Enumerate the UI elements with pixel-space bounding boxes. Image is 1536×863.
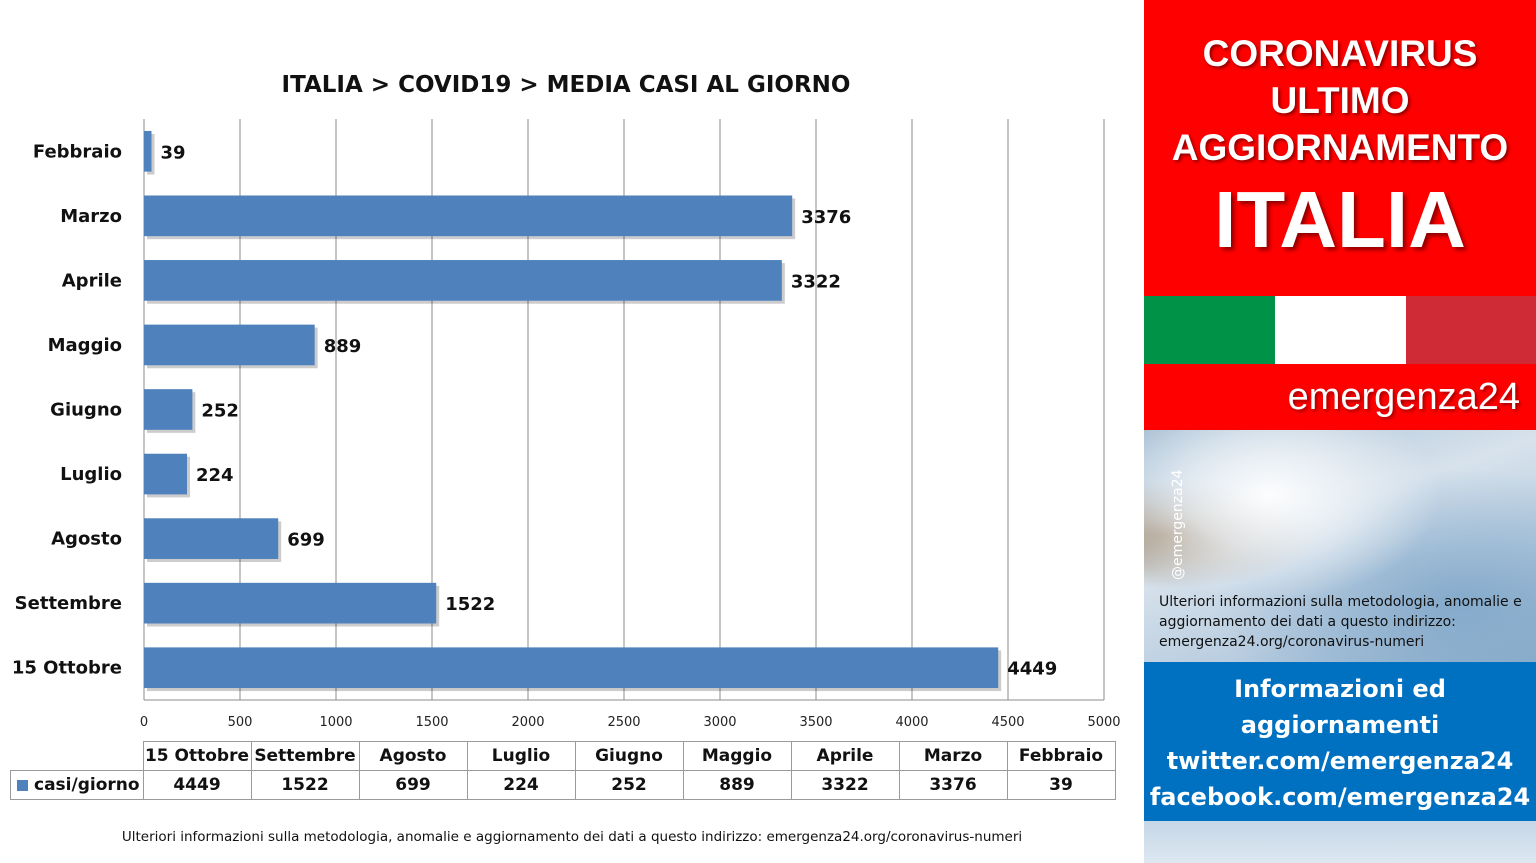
x-tick-label: 0 [140,715,148,730]
legend-swatch [17,779,28,791]
chart-title: ITALIA > COVID19 > MEDIA CASI AL GIORNO [282,72,851,98]
data-table-header: Marzo [898,741,1008,771]
social-title: Informazioni ed [1234,675,1446,703]
x-tick-label: 3000 [703,715,736,730]
data-table-series-cell: casi/giorno [10,770,144,800]
x-tick-label: 500 [228,715,253,730]
data-table-cell: 39 [1006,770,1116,800]
x-tick-label: 2000 [511,715,544,730]
data-table: 15 Ottobre Settembre Agosto Luglio Giugn… [10,741,1116,800]
value-label: 3322 [791,271,841,292]
data-table-cell: 252 [574,770,684,800]
value-label: 39 [160,142,185,163]
category-label: Giugno [50,400,122,421]
headline-line: AGGIORNAMENTO [1171,127,1509,168]
social-subtitle: aggiornamenti [1240,711,1440,739]
category-label: 15 Ottobre [12,658,122,679]
country-name: ITALIA [1214,175,1466,264]
headline: CORONAVIRUS ULTIMO AGGIORNAMENTO [1144,30,1536,171]
labels: 0 500 1000 1500 2000 2500 3000 3500 4000 4500 5000… [12,141,1121,730]
category-label: Febbraio [33,141,122,162]
value-label: 252 [201,401,239,422]
data-table-corner [11,742,144,771]
x-tick-label: 3500 [799,715,832,730]
chart-area: ITALIA > COVID19 > MEDIA CASI AL GIORNO … [10,72,1121,845]
twitter-handle: @emergenza24 [1170,469,1186,581]
category-label: Marzo [60,206,122,227]
category-label: Agosto [51,529,122,550]
data-table-header: Febbraio [1006,741,1116,771]
data-table-cell: 3376 [898,770,1008,800]
value-label: 1522 [445,594,495,615]
flag-red-band [1406,296,1536,364]
photo-strip [1144,821,1536,863]
headline-line: ULTIMO [1270,80,1410,121]
bars [144,130,1002,692]
headline-panel: CORONAVIRUS ULTIMO AGGIORNAMENTO ITALIA [1144,0,1536,296]
x-tick-label: 1000 [319,715,352,730]
category-label: Luglio [60,464,122,485]
x-tick-label: 2500 [607,715,640,730]
bar [144,389,193,430]
info-note: Ulteriori informazioni sulla metodologia… [1159,594,1522,650]
twitter-link[interactable]: twitter.com/emergenza24 [1166,747,1514,775]
value-label: 699 [287,530,325,551]
italian-flag [1144,296,1536,364]
bar [144,453,188,495]
category-label: Settembre [15,593,122,614]
social-panel: Informazioni ed aggiornamenti twitter.co… [1144,662,1536,821]
bar-chart: ITALIA > COVID19 > MEDIA CASI AL GIORNO … [12,72,1121,730]
data-table-header: Settembre [250,741,360,771]
brand-name: emergenza24 [1287,376,1520,418]
data-table-cell: 3322 [790,770,900,800]
x-tick-label: 4500 [991,715,1024,730]
bar [144,195,793,237]
data-table-cell: 889 [682,770,792,800]
category-label: Aprile [62,270,122,291]
footnote: Ulteriori informazioni sulla metodologia… [121,829,1023,845]
data-table-header: 15 Ottobre [142,741,252,771]
data-table-header: Giugno [574,741,684,771]
data-table-header: Maggio [682,741,792,771]
data-table-cell: 1522 [250,770,360,800]
x-tick-label: 1500 [415,715,448,730]
bar [144,260,782,301]
data-table-header: Luglio [466,741,576,771]
flag-white-band [1275,296,1406,364]
bar [144,647,999,689]
flag-green-band [1144,296,1275,364]
facebook-link[interactable]: facebook.com/emergenza24 [1149,783,1531,811]
bar [144,582,437,624]
value-label: 224 [196,465,234,486]
x-tick-label: 5000 [1087,715,1120,730]
value-label: 4449 [1007,659,1057,680]
value-label: 889 [324,336,362,357]
data-table-cell: 4449 [142,770,252,800]
data-table-value-row: casi/giorno 4449 1522 699 224 252 889 33… [10,770,1116,800]
bar [144,130,152,172]
category-label: Maggio [48,335,122,356]
sidebar: CORONAVIRUS ULTIMO AGGIORNAMENTO ITALIA … [1144,0,1536,863]
bar [144,518,279,559]
data-table-cell: 699 [358,770,468,800]
data-table-header: Agosto [358,741,468,771]
data-table-cell: 224 [466,770,576,800]
bar [144,324,315,366]
data-table-header: Aprile [790,741,900,771]
series-name: casi/giorno [34,775,140,795]
brand-bar: emergenza24 [1144,364,1536,430]
photo-panel: @emergenza24 Ulteriori informazioni sull… [1144,430,1536,662]
headline-line: CORONAVIRUS [1202,33,1478,74]
data-table-header-row: 15 Ottobre Settembre Agosto Luglio Giugn… [11,741,1116,771]
value-label: 3376 [801,207,851,228]
x-tick-label: 4000 [895,715,928,730]
